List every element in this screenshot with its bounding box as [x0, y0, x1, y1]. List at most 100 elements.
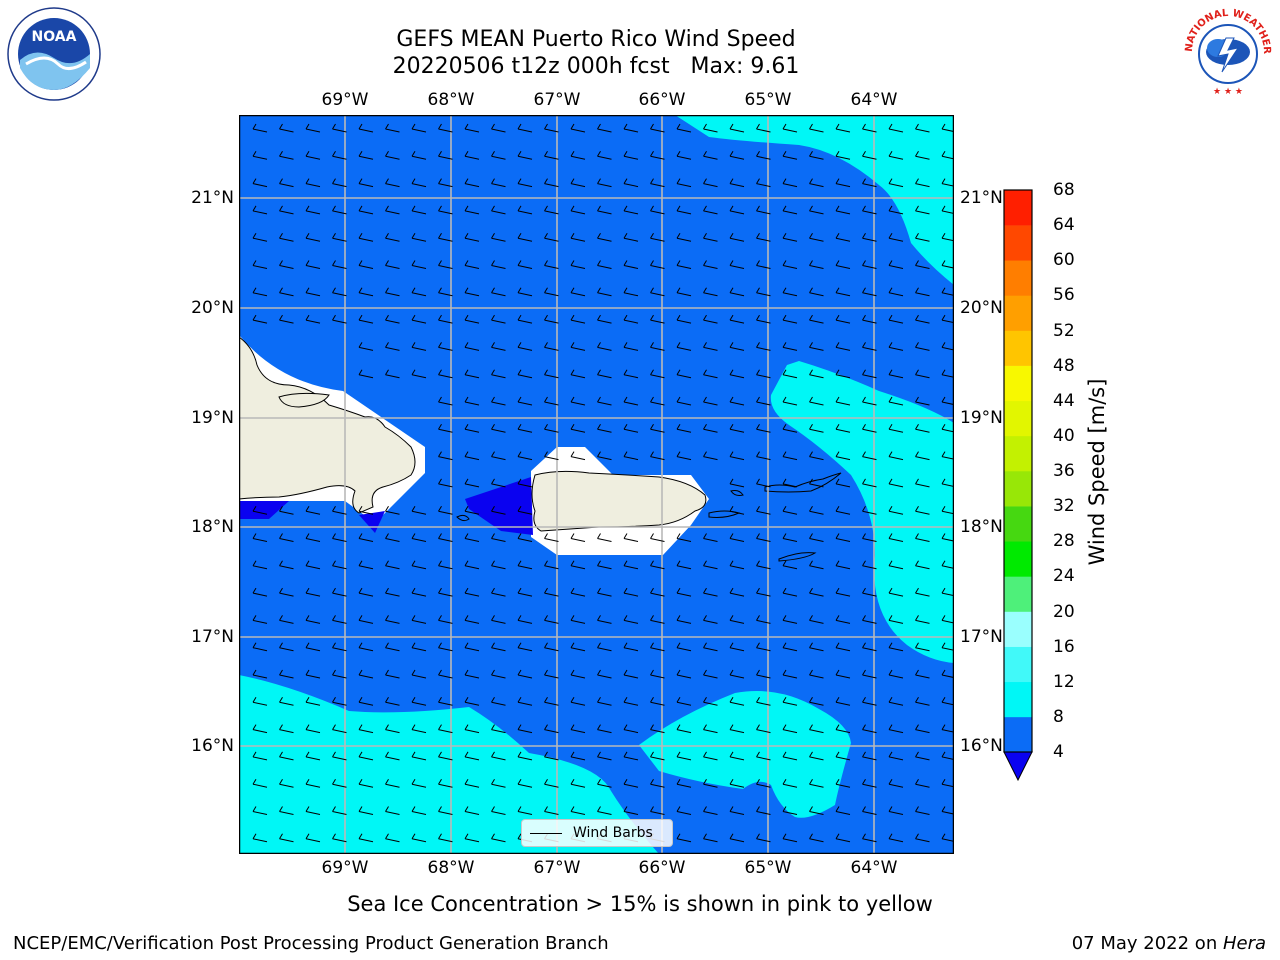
wind-barb — [358, 314, 374, 324]
wind-barb — [279, 178, 294, 188]
wind-barb — [411, 642, 427, 652]
wind-barb — [411, 724, 427, 734]
wind-barb — [888, 369, 904, 379]
wind-barb — [385, 697, 400, 706]
wind-barb — [676, 178, 692, 188]
map-legend: Wind Barbs — [521, 819, 673, 847]
wind-region-8-12-south — [239, 675, 659, 854]
wind-barb — [597, 205, 612, 215]
wind-barb — [464, 287, 480, 297]
wind-barb — [703, 560, 718, 570]
wind-barb — [862, 424, 877, 433]
wind-barb — [491, 697, 506, 706]
wind-barb — [703, 260, 718, 269]
wind-barb — [835, 560, 851, 570]
wind-barb — [809, 342, 824, 351]
wind-barb — [809, 697, 824, 706]
wind-barb — [305, 151, 321, 160]
wind-barb — [438, 724, 453, 734]
wind-barb — [703, 751, 718, 761]
wind-barb — [332, 123, 347, 133]
wind-barb — [385, 232, 400, 242]
wind-barb — [279, 505, 294, 515]
wind-barb — [305, 833, 321, 843]
wind-barb — [862, 642, 877, 652]
land-culebra — [730, 490, 744, 496]
wind-barb — [305, 724, 321, 734]
wind-barb — [835, 314, 851, 324]
wind-barb — [332, 260, 347, 269]
lon-tick-top: 67°W — [533, 90, 581, 110]
wind-barb — [650, 178, 665, 188]
wind-barb — [464, 833, 480, 843]
wind-barb — [862, 478, 877, 488]
wind-barb — [517, 751, 533, 761]
wind-barb — [517, 260, 533, 269]
wind-barb — [438, 587, 453, 597]
wind-barb — [650, 778, 665, 788]
wind-barb — [623, 669, 639, 679]
wind-barb — [915, 314, 930, 324]
wind-barb — [411, 560, 427, 570]
wind-barb — [332, 642, 347, 652]
wind-barb — [544, 123, 559, 133]
wind-barb — [782, 287, 798, 297]
wind-barb — [385, 287, 400, 297]
wind-barb — [305, 642, 321, 652]
wind-barb — [650, 642, 665, 652]
wind-barb — [809, 724, 824, 734]
wind-barb — [491, 806, 506, 815]
wind-barb — [544, 642, 559, 652]
legend-line-swatch — [530, 833, 562, 834]
wind-barb — [517, 342, 533, 351]
wind-barb — [888, 260, 904, 269]
wind-barb — [756, 205, 771, 215]
wind-barb — [782, 451, 798, 461]
wind-barb — [517, 669, 533, 679]
wind-barb — [305, 232, 321, 242]
wind-barb — [279, 587, 294, 597]
wind-barb — [676, 287, 692, 297]
wind-barb — [623, 724, 639, 734]
wind-barb — [650, 751, 665, 761]
wind-barb — [305, 587, 321, 597]
wind-barb — [332, 287, 347, 297]
colorbar-segment — [1004, 646, 1032, 683]
wind-barb — [650, 369, 665, 379]
wind-barb — [782, 314, 798, 324]
sea-ice-caption: Sea Ice Concentration > 15% is shown in … — [347, 892, 933, 916]
wind-barb — [570, 260, 586, 269]
wind-barb — [464, 669, 480, 679]
wind-barb — [438, 451, 453, 461]
wind-barb — [517, 642, 533, 652]
wind-barb — [570, 314, 586, 324]
wind-barb — [915, 778, 930, 788]
wind-barb — [358, 533, 374, 542]
wind-barb — [756, 560, 771, 570]
wind-barb — [570, 751, 586, 761]
wind-barb — [888, 533, 904, 542]
wind-barb — [464, 505, 480, 515]
wind-barb — [597, 314, 612, 324]
wind-barb — [517, 587, 533, 597]
wind-barb — [358, 232, 374, 242]
wind-barb — [332, 314, 347, 324]
wind-barb — [517, 560, 533, 570]
wind-barb — [862, 396, 877, 406]
wind-barb — [252, 806, 268, 815]
wind-barb — [756, 123, 771, 133]
wind-barb — [623, 205, 639, 215]
wind-barb — [835, 451, 851, 461]
wind-barb — [729, 232, 745, 242]
colorbar-segment — [1004, 506, 1032, 542]
wind-barb — [862, 205, 877, 215]
wind-barb — [915, 615, 930, 624]
wind-barb — [332, 178, 347, 188]
wind-barb — [782, 697, 798, 706]
wind-barb — [782, 587, 798, 597]
footer-date: 07 May 2022 on Hera — [1072, 933, 1266, 955]
wind-barb — [862, 369, 877, 379]
wind-barb — [756, 724, 771, 734]
wind-barb — [703, 697, 718, 706]
colorbar-tick-label: 40 — [1053, 425, 1075, 446]
